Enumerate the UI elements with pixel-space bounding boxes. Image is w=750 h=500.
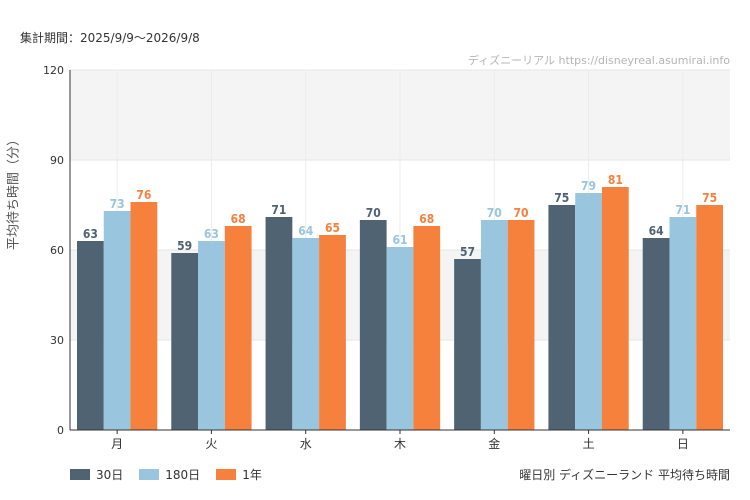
x-tick-label: 金 — [488, 436, 500, 451]
x-tick-label: 土 — [583, 437, 595, 451]
bar — [575, 193, 602, 430]
bar — [386, 247, 414, 430]
bar — [454, 259, 481, 430]
data-label: 64 — [298, 224, 314, 238]
data-label: 65 — [325, 221, 340, 235]
data-label: 68 — [419, 212, 434, 226]
y-tick-label: 30 — [50, 334, 64, 347]
bar — [507, 220, 535, 430]
data-label: 68 — [231, 212, 246, 226]
data-label: 61 — [392, 233, 407, 247]
bar — [171, 253, 199, 430]
bars — [77, 187, 723, 430]
x-tick-label: 火 — [205, 437, 217, 451]
bar — [77, 241, 104, 430]
bar — [359, 220, 387, 430]
data-label: 71 — [675, 203, 690, 217]
y-tick-label: 120 — [43, 64, 64, 77]
data-label: 79 — [581, 179, 596, 193]
bar — [319, 235, 346, 430]
x-tick-label: 日 — [677, 437, 689, 451]
data-label: 73 — [110, 197, 125, 211]
legend-item-180d[interactable]: 180日 — [139, 466, 200, 483]
site-credit: ディズニーリアル https://disneyreal.asumirai.inf… — [467, 54, 730, 67]
bar — [696, 205, 723, 430]
x-tick-label: 水 — [300, 437, 312, 451]
chart-caption: 曜日別 ディズニーランド 平均待ち時間 — [519, 468, 730, 482]
legend: 30日 180日 1年 — [70, 466, 278, 483]
data-label: 75 — [554, 191, 569, 205]
data-label: 64 — [649, 224, 665, 238]
collection-period: 集計期間：2025/9/9〜2026/9/8 — [20, 31, 200, 45]
y-tick-label: 60 — [50, 244, 64, 257]
legend-swatch-30d — [70, 469, 90, 480]
bar — [480, 220, 508, 430]
bar — [103, 211, 131, 430]
data-label: 76 — [136, 188, 151, 202]
legend-swatch-180d — [139, 469, 160, 480]
bar — [265, 217, 293, 430]
axes: 0 30 60 90 120 月 火 水 木 金 土 日 — [43, 64, 730, 451]
data-label: 70 — [366, 206, 381, 220]
legend-label-1y: 1年 — [242, 468, 262, 482]
value-labels: 63 59 71 70 57 75 64 73 63 64 61 70 79 71 76 68 65 68 70 81… — [83, 173, 717, 259]
bar — [413, 226, 441, 430]
bar — [224, 226, 252, 430]
data-label: 75 — [702, 191, 717, 205]
bar — [130, 202, 158, 430]
bar — [198, 241, 225, 430]
legend-label-180d: 180日 — [165, 468, 201, 482]
data-label: 63 — [204, 227, 219, 241]
bar — [601, 187, 629, 430]
data-label: 71 — [271, 203, 286, 217]
bar — [292, 238, 320, 430]
bar — [669, 217, 697, 430]
y-tick-label: 0 — [57, 424, 64, 437]
legend-item-1y[interactable]: 1年 — [216, 466, 262, 483]
y-tick-label: 90 — [50, 154, 64, 167]
data-label: 63 — [83, 227, 98, 241]
x-tick-label: 月 — [111, 437, 123, 451]
bar — [642, 238, 670, 430]
data-label: 70 — [514, 206, 529, 220]
data-label: 81 — [608, 173, 623, 187]
x-tick-label: 木 — [394, 437, 406, 451]
legend-item-30d[interactable]: 30日 — [70, 466, 123, 483]
legend-swatch-1y — [216, 469, 237, 480]
bar — [548, 205, 576, 430]
data-label: 70 — [487, 206, 502, 220]
data-label: 59 — [177, 239, 192, 253]
data-label: 57 — [460, 245, 475, 259]
legend-label-30d: 30日 — [96, 468, 124, 482]
